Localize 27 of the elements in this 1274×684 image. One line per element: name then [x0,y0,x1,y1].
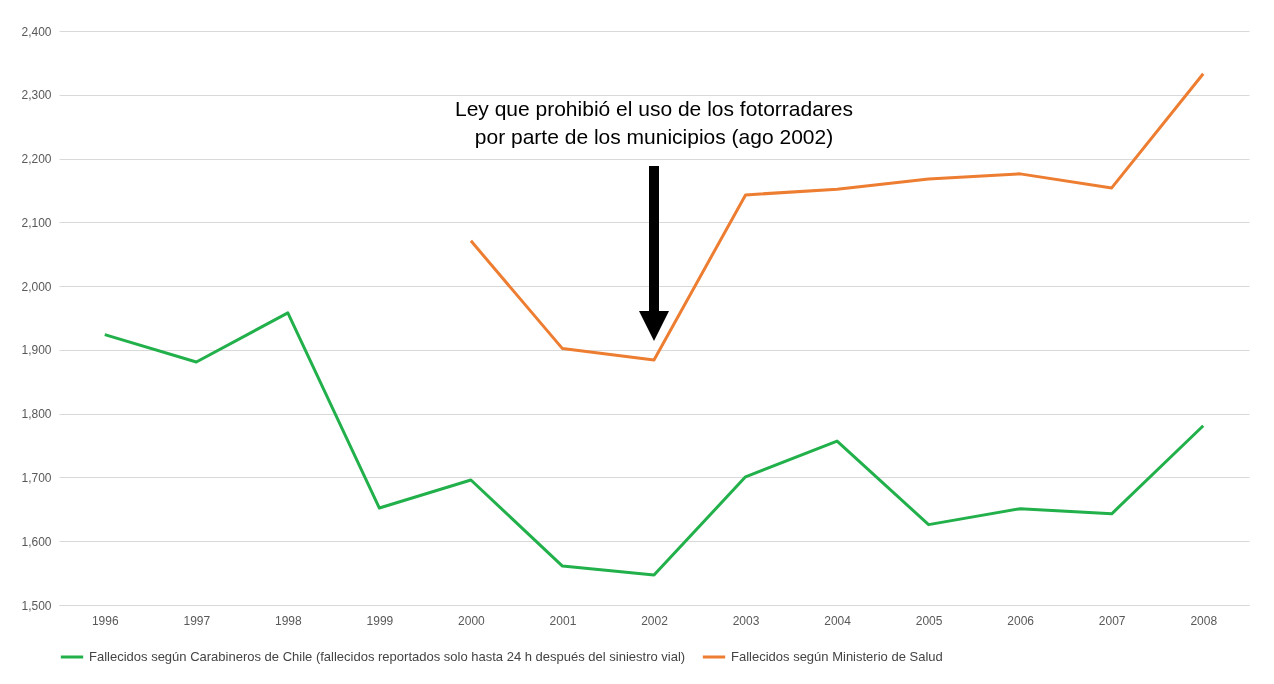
y-tick-label: 1,700 [21,470,52,485]
y-tick-label: 1,500 [21,598,52,613]
annotation: Ley que prohibió el uso de los fotorradares por parte de los municipios (ago 2002) [454,97,854,148]
x-tick-label: 2003 [732,613,760,628]
x-tick-label: 2008 [1190,613,1218,628]
x-tick-label: 2002 [641,613,669,628]
legend-label: Fallecidos según Ministerio de Salud [731,649,943,664]
x-tick-label: 2006 [1007,613,1035,628]
y-tick-label: 2,100 [21,215,52,230]
x-tick-label: 1996 [91,613,119,628]
x-tick-label: 1997 [183,613,211,628]
legend-label: Fallecidos según Carabineros de Chile (fallecidos reportados solo hasta 24 h después del siniestro vial) [89,649,686,664]
x-tick-label: 2007 [1098,613,1126,628]
x-tick-label: 2005 [915,613,943,628]
y-tick-label: 2,300 [21,88,52,103]
x-tick-label: 2000 [458,613,486,628]
y-tick-label: 2,200 [21,152,52,167]
line-series [103,311,1205,577]
y-tick-label: 1,600 [21,534,52,549]
x-tick-label: 2001 [549,613,577,628]
y-tick-label: 2,400 [21,24,52,39]
y-tick-label: 1,800 [21,407,52,422]
x-tick-label: 2004 [824,613,852,628]
x-tick-label: 1999 [366,613,394,628]
y-tick-label: 1,900 [21,343,52,358]
y-tick-label: 2,000 [21,279,52,294]
x-tick-label: 1998 [274,613,303,628]
